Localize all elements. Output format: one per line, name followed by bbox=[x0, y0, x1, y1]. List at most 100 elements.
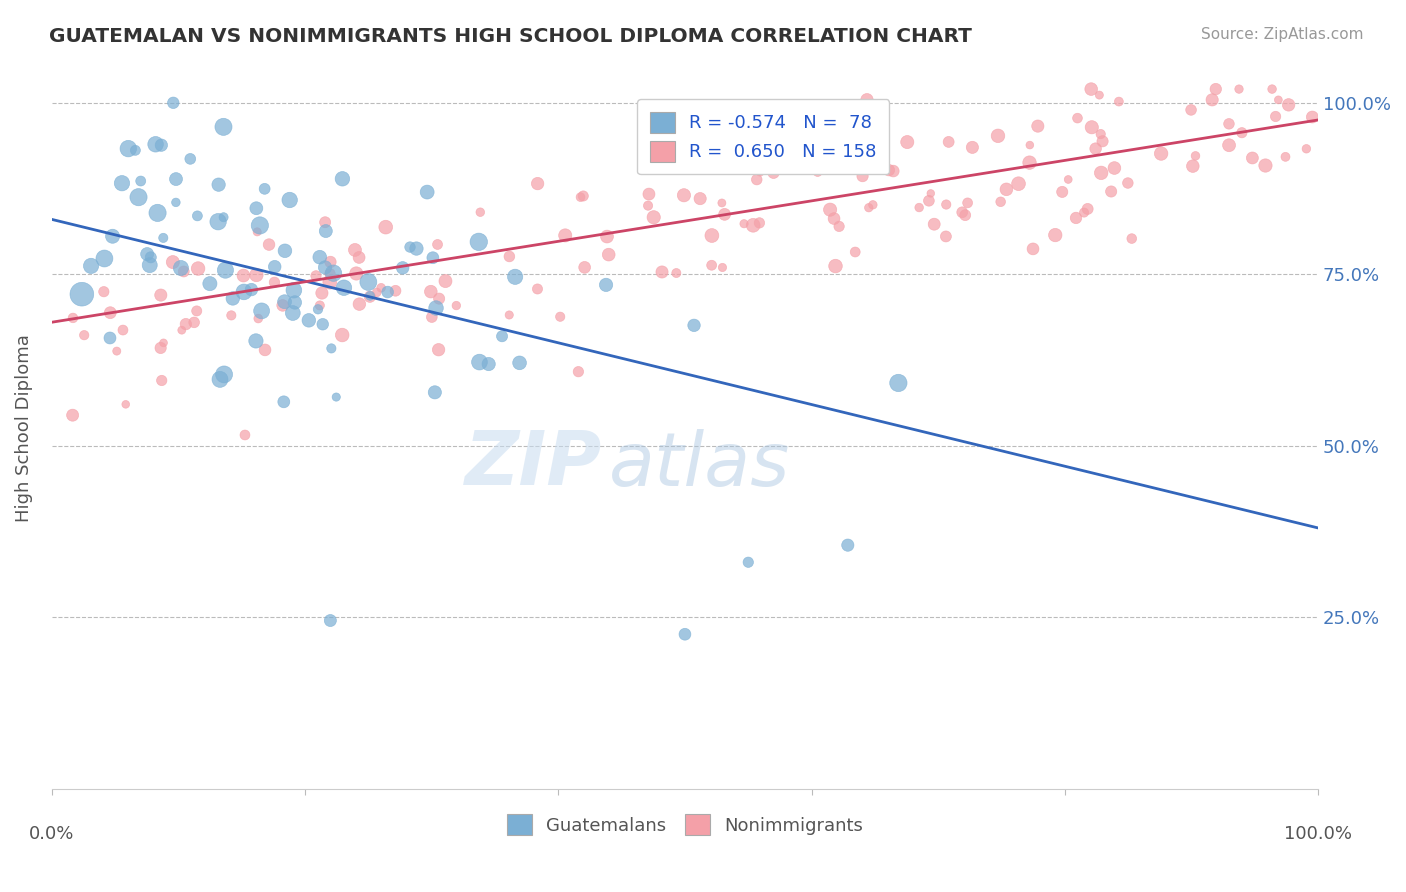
Point bbox=[245, 268, 267, 282]
Point bbox=[1088, 88, 1111, 103]
Point bbox=[1091, 134, 1114, 148]
Point bbox=[111, 323, 134, 337]
Point bbox=[526, 282, 548, 296]
Text: atlas: atlas bbox=[609, 428, 790, 500]
Point bbox=[187, 261, 209, 276]
Point bbox=[384, 284, 406, 298]
Point bbox=[347, 251, 370, 265]
Point bbox=[498, 250, 520, 264]
Point bbox=[311, 286, 333, 301]
Point bbox=[742, 219, 765, 233]
Point bbox=[312, 318, 335, 332]
Point bbox=[149, 341, 172, 355]
Point bbox=[343, 243, 366, 257]
Point bbox=[651, 265, 673, 279]
Point bbox=[1108, 95, 1130, 109]
Point bbox=[596, 229, 619, 244]
Point bbox=[700, 258, 723, 272]
Point bbox=[807, 165, 830, 179]
Point bbox=[399, 240, 422, 254]
Point bbox=[574, 260, 596, 275]
Point bbox=[273, 294, 295, 309]
Point bbox=[1218, 117, 1240, 131]
Point bbox=[990, 194, 1012, 209]
Point bbox=[319, 255, 342, 269]
Point bbox=[247, 311, 270, 326]
Point bbox=[145, 137, 167, 152]
Point bbox=[284, 295, 307, 310]
Point bbox=[569, 190, 592, 204]
Point bbox=[307, 302, 329, 317]
Point bbox=[129, 174, 152, 188]
Point bbox=[1090, 166, 1112, 180]
Point bbox=[357, 275, 380, 289]
Point bbox=[837, 538, 859, 552]
Point bbox=[183, 315, 205, 329]
Point bbox=[950, 205, 973, 219]
Point bbox=[877, 163, 900, 178]
Point bbox=[866, 157, 889, 171]
Point bbox=[1045, 228, 1067, 243]
Point bbox=[1064, 211, 1087, 225]
Point bbox=[370, 281, 392, 295]
Point bbox=[962, 140, 984, 154]
Point bbox=[648, 158, 671, 172]
Point bbox=[136, 247, 159, 261]
Text: ZIP: ZIP bbox=[465, 428, 603, 501]
Point bbox=[150, 138, 173, 153]
Point bbox=[1230, 126, 1253, 140]
Point bbox=[207, 178, 229, 192]
Point bbox=[862, 198, 884, 212]
Point bbox=[896, 135, 918, 149]
Point bbox=[170, 260, 193, 275]
Point bbox=[828, 219, 851, 234]
Point bbox=[446, 299, 468, 313]
Point bbox=[1278, 98, 1301, 112]
Point bbox=[595, 277, 617, 292]
Point bbox=[1007, 177, 1029, 191]
Point bbox=[503, 269, 526, 284]
Point bbox=[1261, 82, 1284, 96]
Point bbox=[1077, 202, 1099, 216]
Point bbox=[298, 313, 321, 327]
Y-axis label: High School Diploma: High School Diploma bbox=[15, 334, 32, 523]
Point bbox=[737, 555, 759, 569]
Point bbox=[478, 357, 501, 371]
Point bbox=[152, 231, 174, 245]
Point bbox=[359, 290, 381, 304]
Point bbox=[257, 237, 280, 252]
Point bbox=[419, 285, 441, 299]
Point bbox=[273, 394, 295, 409]
Text: 0.0%: 0.0% bbox=[30, 825, 75, 843]
Point bbox=[212, 368, 235, 382]
Point bbox=[1121, 231, 1143, 245]
Point bbox=[278, 193, 301, 207]
Point bbox=[366, 285, 388, 300]
Point bbox=[434, 274, 457, 288]
Point bbox=[314, 215, 336, 229]
Point bbox=[567, 365, 589, 379]
Point bbox=[1052, 185, 1074, 199]
Point bbox=[1150, 146, 1173, 161]
Point bbox=[305, 268, 328, 283]
Point bbox=[173, 264, 195, 278]
Point bbox=[281, 306, 304, 320]
Point bbox=[124, 144, 146, 158]
Point bbox=[186, 304, 208, 318]
Point bbox=[683, 318, 706, 333]
Point bbox=[818, 202, 841, 217]
Point bbox=[762, 166, 785, 180]
Point bbox=[263, 260, 285, 274]
Point bbox=[249, 219, 271, 233]
Point bbox=[1084, 142, 1107, 156]
Point bbox=[955, 208, 977, 222]
Point bbox=[319, 267, 342, 281]
Point bbox=[245, 334, 267, 348]
Point bbox=[149, 288, 172, 302]
Point bbox=[1018, 155, 1040, 169]
Point bbox=[405, 242, 427, 256]
Point bbox=[491, 329, 513, 343]
Point bbox=[208, 372, 231, 386]
Point bbox=[374, 220, 396, 235]
Point bbox=[935, 197, 957, 211]
